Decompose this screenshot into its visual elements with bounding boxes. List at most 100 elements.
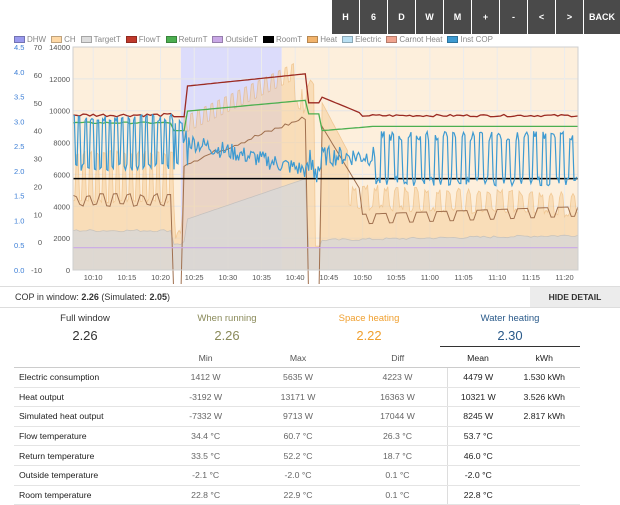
- legend-label: OutsideT: [225, 35, 258, 44]
- legend-item[interactable]: Inst COP: [447, 34, 493, 45]
- axis-tick-time: 10:30: [218, 273, 237, 282]
- axis-tick-power: 4000: [53, 202, 70, 211]
- legend-swatch: [447, 36, 459, 43]
- legend-item[interactable]: Carnot Heat: [386, 34, 442, 45]
- table-row: Electric consumption 1412 W 5635 W 4223 W 44…: [14, 367, 580, 388]
- legend-item[interactable]: DHW: [14, 34, 46, 45]
- legend-swatch: [386, 36, 398, 43]
- range-week-button[interactable]: W: [416, 0, 443, 34]
- tab-space-heating[interactable]: Space heating 2.22: [298, 306, 440, 346]
- range-hour-button[interactable]: H: [332, 0, 359, 34]
- axis-tick-temp: 40: [34, 127, 42, 136]
- zoom-out-button[interactable]: -: [500, 0, 527, 34]
- sim-label: (Simulated:: [98, 292, 150, 302]
- range-6h-button[interactable]: 6: [360, 0, 387, 34]
- legend-item[interactable]: OutsideT: [212, 34, 258, 45]
- table-cell: 18.7 °C: [347, 445, 448, 466]
- axis-tick-temp: 60: [34, 71, 42, 80]
- legend-swatch: [14, 36, 25, 43]
- axis-tick-time: 11:00: [421, 273, 439, 282]
- table-cell: 10321 W: [447, 387, 509, 408]
- table-cell: [508, 485, 580, 505]
- axis-tick-power: 8000: [53, 139, 70, 148]
- pan-left-button[interactable]: <: [528, 0, 555, 34]
- tab-when-running[interactable]: When running 2.26: [156, 306, 298, 346]
- zoom-in-button[interactable]: +: [472, 0, 499, 34]
- tab-value: 2.26: [214, 328, 240, 343]
- table-cell: 5635 W: [248, 367, 348, 388]
- table-cell: 0.1 °C: [347, 485, 448, 505]
- axis-tick-time: 10:45: [319, 273, 338, 282]
- table-row: Simulated heat output -7332 W 9713 W 17044 …: [14, 406, 580, 427]
- axis-tick-cop: 3.0: [14, 117, 24, 126]
- table-row: Flow temperature 34.4 °C 60.7 °C 26.3 °C 53.…: [14, 426, 580, 447]
- tab-label: Space heating: [338, 313, 400, 324]
- sim-suffix: ): [166, 292, 170, 302]
- legend-swatch: [342, 36, 354, 43]
- stats-header-row: Min Max Diff Mean kWh: [14, 349, 580, 368]
- axis-tick-time: 11:20: [555, 273, 573, 282]
- table-cell: Room temperature: [14, 485, 164, 505]
- legend-item[interactable]: ReturnT: [165, 34, 207, 45]
- range-day-button[interactable]: D: [388, 0, 415, 34]
- legend-item[interactable]: Electric: [342, 34, 381, 45]
- carnot-series: [72, 116, 579, 284]
- legend-item[interactable]: Heat: [307, 34, 337, 45]
- range-month-button[interactable]: M: [444, 0, 471, 34]
- axis-tick-power: 14000: [49, 43, 70, 52]
- legend-swatch: [51, 36, 63, 43]
- sim-value: 2.05: [149, 292, 167, 302]
- chart-legend: DHW CH TargetT FlowT ReturnT OutsideT RoomT Hea…: [14, 34, 614, 45]
- tab-value: 2.22: [356, 328, 382, 343]
- table-cell: 34.4 °C: [163, 426, 249, 447]
- legend-label: RoomT: [275, 35, 303, 44]
- back-button[interactable]: BACK: [584, 0, 620, 34]
- legend-label: TargetT: [93, 35, 121, 44]
- tab-label: Water heating: [480, 313, 540, 324]
- tab-value: 2.30: [497, 328, 523, 343]
- axis-tick-power: 6000: [53, 170, 70, 179]
- axis-tick-temp: 0: [38, 238, 42, 247]
- axis-tick-cop: 1.0: [14, 216, 24, 225]
- table-cell: Outside temperature: [14, 465, 164, 486]
- table-cell: 4479 W: [447, 367, 509, 388]
- tab-water-heating[interactable]: Water heating 2.30: [440, 306, 580, 347]
- table-cell: 1412 W: [163, 367, 249, 388]
- toolbar: H 6 D W M + - < > BACK: [0, 0, 620, 34]
- table-cell: 0.1 °C: [347, 465, 448, 486]
- table-cell: -2.0 °C: [447, 465, 509, 486]
- axis-tick-temp: 10: [34, 210, 42, 219]
- table-cell: 22.9 °C: [248, 485, 348, 505]
- tab-label: Full window: [60, 313, 110, 324]
- header-diff: Diff: [347, 349, 448, 368]
- cop-summary: COP in window: 2.26 (Simulated: 2.05): [15, 292, 170, 302]
- legend-swatch: [307, 36, 319, 43]
- table-cell: 26.3 °C: [347, 426, 448, 447]
- legend-item[interactable]: FlowT: [125, 34, 161, 45]
- header-kwh: kWh: [508, 349, 580, 368]
- axis-tick-power: 10000: [49, 107, 70, 116]
- table-cell: [508, 445, 580, 466]
- axis-tick-cop: 3.5: [14, 93, 24, 102]
- table-cell: -7332 W: [163, 406, 249, 427]
- table-cell: Flow temperature: [14, 426, 164, 447]
- legend-item[interactable]: RoomT: [262, 34, 303, 45]
- axis-tick-temp: -10: [31, 266, 42, 275]
- table-cell: 2.817 kWh: [508, 406, 580, 427]
- tab-full-window[interactable]: Full window 2.26: [14, 306, 156, 346]
- hide-detail-button[interactable]: HIDE DETAIL: [530, 287, 620, 307]
- header-max: Max: [248, 349, 348, 368]
- legend-label: CH: [64, 35, 76, 44]
- legend-item[interactable]: TargetT: [80, 34, 121, 45]
- axis-tick-power: 12000: [49, 75, 70, 84]
- pan-right-button[interactable]: >: [556, 0, 583, 34]
- legend-item[interactable]: CH: [51, 34, 76, 45]
- cop-tabs: Full window 2.26 When running 2.26 Space…: [14, 306, 580, 347]
- legend-label: DHW: [27, 35, 47, 44]
- inst-cop-series: [72, 113, 578, 188]
- table-cell: 46.0 °C: [447, 445, 509, 466]
- axis-tick-time: 10:40: [286, 273, 305, 282]
- table-cell: -3192 W: [163, 387, 249, 408]
- tab-label: When running: [197, 313, 257, 324]
